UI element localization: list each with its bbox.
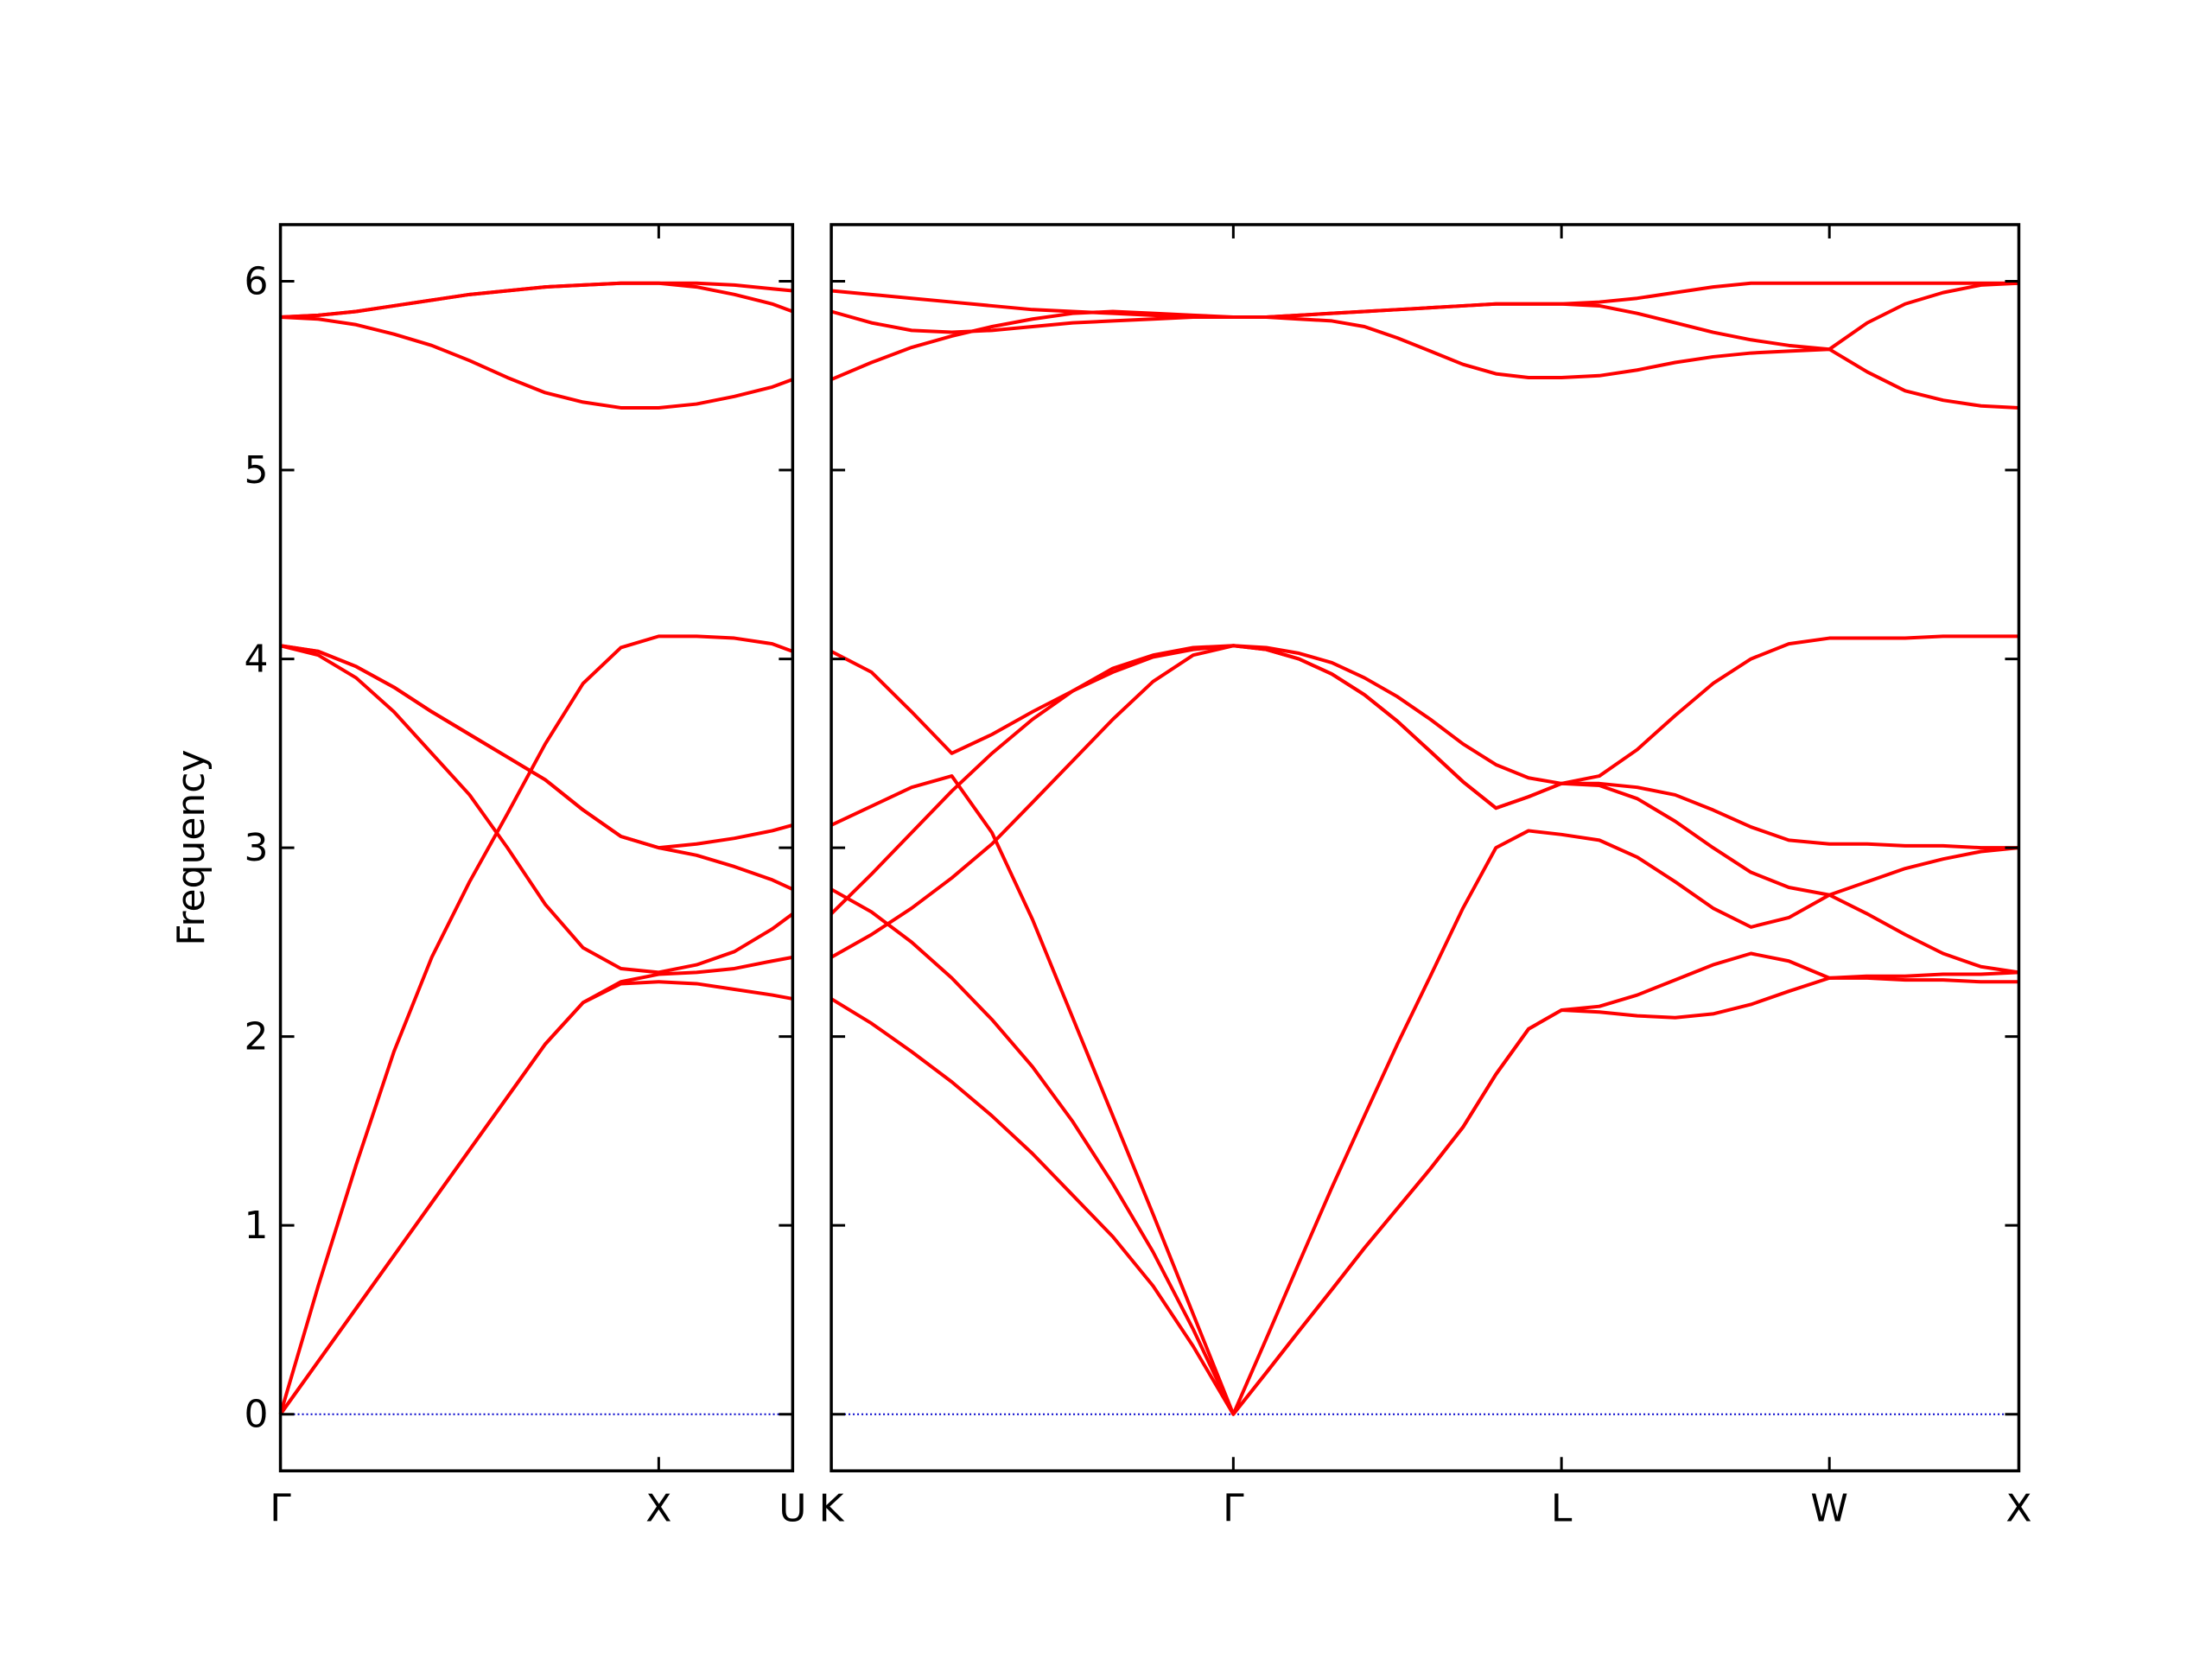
x-tick-label: U [779,1486,806,1530]
x-tick-label: Γ [270,1486,291,1530]
x-tick-label: W [1810,1486,1848,1530]
band-line [278,955,793,1415]
band-line [830,887,2019,1416]
band-line [278,634,794,1415]
x-tick-label: K [819,1486,845,1530]
band-line [280,644,794,975]
x-tick-label: X [645,1486,671,1530]
y-tick-label: 6 [245,260,269,304]
x-tick-label: X [2005,1486,2031,1530]
plot-frame [278,223,795,1473]
y-axis-label: Frequency [169,749,213,945]
band-line [280,644,794,892]
band-line [830,774,2019,1416]
band-line [280,315,794,410]
band-line [280,281,794,320]
band-line [830,309,2019,410]
plot-frame [830,223,2021,1473]
y-tick-label: 2 [245,1015,269,1059]
y-tick-label: 1 [245,1204,269,1248]
band-line [830,644,2019,916]
y-tick-label: 0 [245,1393,269,1437]
y-tick-label: 4 [245,638,269,682]
x-tick-label: L [1551,1486,1573,1530]
y-tick-label: 3 [245,826,269,870]
band-line [830,281,2019,320]
y-tick-label: 5 [245,448,269,493]
x-tick-label: Γ [1223,1486,1244,1530]
band-line [830,634,2019,785]
